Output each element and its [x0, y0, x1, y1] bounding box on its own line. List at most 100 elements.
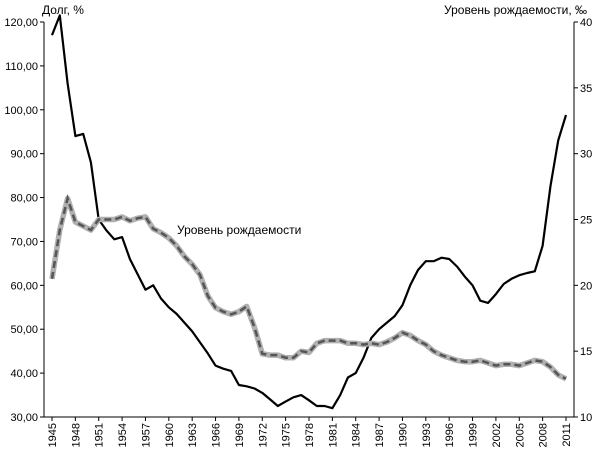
birthrate-point [284, 356, 287, 359]
debt-point [253, 387, 256, 390]
debt-point [409, 284, 412, 287]
left-tick-label: 50,00 [10, 324, 38, 336]
debt-point [276, 404, 279, 407]
x-tick-label: 1957 [140, 423, 152, 447]
birthrate-point [222, 310, 225, 313]
birthrate-point [183, 255, 186, 258]
debt-point [549, 185, 552, 188]
birthrate-point [105, 218, 108, 221]
right-axis-title: Уровень рождаемости, ‰ [444, 3, 587, 17]
birthrate-point [393, 336, 396, 339]
debt-point [502, 282, 505, 285]
birthrate-point [346, 342, 349, 345]
debt-point [136, 273, 139, 276]
birthrate-point [526, 361, 529, 364]
birthrate-point [549, 365, 552, 368]
x-tick-label: 1951 [94, 423, 106, 447]
debt-point [269, 398, 272, 401]
debt-point [401, 304, 404, 307]
birthrate-point [510, 363, 513, 366]
birthrate-point [479, 359, 482, 362]
birthrate-point [424, 343, 427, 346]
birthrate-point [440, 354, 443, 357]
birthrate-point [463, 360, 466, 363]
debt-point [284, 400, 287, 403]
birthrate-point [315, 342, 318, 345]
debt-point [58, 14, 61, 17]
birthrate-point [487, 361, 490, 364]
x-tick-label: 1948 [70, 423, 82, 447]
right-tick-label: 10 [580, 412, 592, 424]
debt-point [144, 288, 147, 291]
x-tick-label: 1945 [47, 423, 59, 447]
birthrate-point [261, 352, 264, 355]
x-tick-label: 1963 [187, 423, 199, 447]
x-tick-label: 1954 [117, 423, 129, 447]
debt-point [206, 352, 209, 355]
birthrate-point [557, 373, 560, 376]
left-tick-label: 90,00 [10, 149, 38, 161]
birthrate-point [331, 339, 334, 342]
debt-point [315, 404, 318, 407]
birthrate-point [385, 340, 388, 343]
birthrate-point [175, 244, 178, 247]
x-tick-label: 1975 [281, 423, 293, 447]
left-tick-label: 80,00 [10, 193, 38, 205]
debt-point [362, 356, 365, 359]
x-tick-label: 1984 [351, 423, 363, 447]
birthrate-point [370, 342, 373, 345]
left-tick-label: 30,00 [10, 412, 38, 424]
left-tick-label: 120,00 [4, 17, 38, 29]
debt-line [50, 14, 568, 410]
birthrate-point [541, 360, 544, 363]
birthrate-point [159, 231, 162, 234]
birthrate-point [167, 236, 170, 239]
debt-point [66, 82, 69, 85]
birthrate-point [198, 273, 201, 276]
debt-point [198, 341, 201, 344]
debt-point [323, 404, 326, 407]
debt-point [416, 268, 419, 271]
debt-point [526, 271, 529, 274]
debt-point [510, 277, 513, 280]
birthrate-point [455, 359, 458, 362]
debt-point [89, 161, 92, 164]
birthrate-point [401, 331, 404, 334]
debt-point [175, 312, 178, 315]
debt-point [183, 321, 186, 324]
debt-point [440, 256, 443, 259]
x-tick-label: 1978 [304, 423, 316, 447]
debt-point [113, 238, 116, 241]
x-tick-label: 1987 [374, 423, 386, 447]
right-tick-label: 30 [580, 149, 592, 161]
x-tick-label: 2005 [514, 423, 526, 447]
debt-point [237, 383, 240, 386]
debt-point [346, 376, 349, 379]
birthrate-point [214, 306, 217, 309]
right-tick-label: 35 [580, 83, 592, 95]
x-tick-label: 1996 [444, 423, 456, 447]
x-tick-label: 1966 [211, 423, 223, 447]
debt-point [463, 275, 466, 278]
birthrate-point [191, 263, 194, 266]
debt-point [307, 399, 310, 402]
x-tick-label: 1960 [164, 423, 176, 447]
birthrate-point [237, 310, 240, 313]
debt-point [245, 385, 248, 388]
debt-point [541, 244, 544, 247]
birthrate-point [362, 343, 365, 346]
birthrate-point [416, 339, 419, 342]
birthrate-point [144, 215, 147, 218]
birthrate-point [152, 227, 155, 230]
debt-point [74, 135, 77, 138]
left-tick-label: 60,00 [10, 280, 38, 292]
birthrate-point [471, 360, 474, 363]
debt-point [471, 284, 474, 287]
birthrate-point [74, 221, 77, 224]
birthrate-point [82, 225, 85, 228]
x-tick-label: 1981 [327, 423, 339, 447]
birthrate-point [276, 354, 279, 357]
debt-point [564, 113, 567, 116]
debt-point [300, 394, 303, 397]
